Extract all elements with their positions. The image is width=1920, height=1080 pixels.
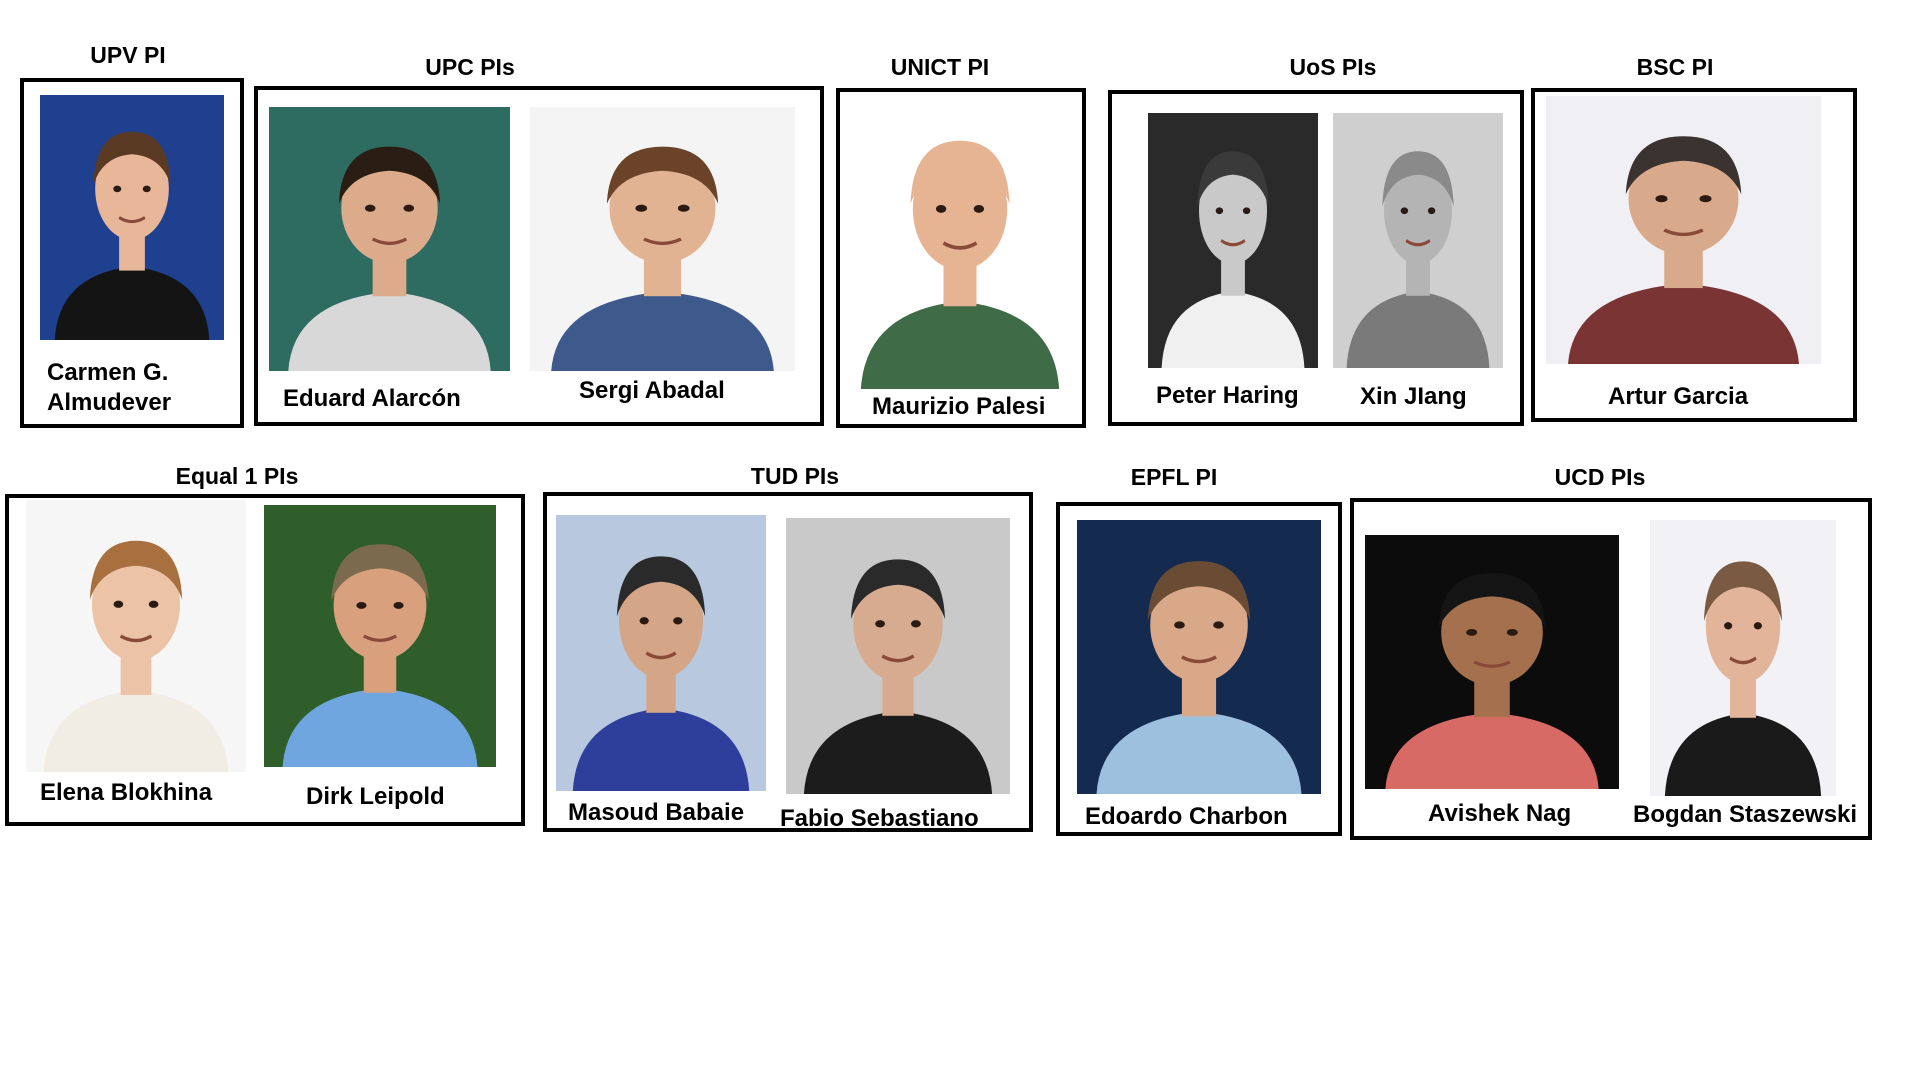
portrait-photo-icon bbox=[269, 107, 510, 371]
group-title-upc: UPC PIs bbox=[425, 54, 515, 80]
portrait-photo-icon bbox=[1077, 520, 1321, 794]
name-artur-garcia: Artur Garcia bbox=[1608, 383, 1749, 410]
photo-fabio-sebastiano bbox=[786, 518, 1010, 794]
photo-peter-haring bbox=[1148, 113, 1318, 368]
photo-avishek-nag bbox=[1365, 535, 1619, 789]
name-carmen-almudever: Carmen G. Almudever bbox=[47, 358, 171, 418]
portrait-photo-icon bbox=[1148, 113, 1318, 368]
name-xin-jiang: Xin JIang bbox=[1360, 383, 1467, 410]
portrait-photo-icon bbox=[1333, 113, 1503, 368]
portrait-photo-icon bbox=[26, 500, 246, 772]
name-masoud-babaie: Masoud Babaie bbox=[568, 799, 745, 826]
photo-bogdan-staszewski bbox=[1650, 520, 1836, 796]
group-title-equal1: Equal 1 PIs bbox=[175, 463, 299, 489]
photo-eduard-alarcon bbox=[269, 107, 510, 371]
portrait-photo-icon bbox=[786, 518, 1010, 794]
photo-sergi-abadal bbox=[530, 107, 795, 371]
portrait-photo-icon bbox=[530, 107, 795, 371]
name-maurizio-palesi: Maurizio Palesi bbox=[872, 393, 1046, 420]
name-sergi-abadal: Sergi Abadal bbox=[579, 377, 725, 404]
portrait-photo-icon bbox=[1650, 520, 1836, 796]
portrait-photo-icon bbox=[40, 95, 224, 340]
name-bogdan-staszewski: Bogdan Staszewski bbox=[1633, 801, 1858, 828]
group-title-tud: TUD PIs bbox=[750, 463, 840, 489]
photo-edoardo-charbon bbox=[1077, 520, 1321, 794]
photo-artur-garcia bbox=[1546, 96, 1821, 364]
group-title-bsc: BSC PI bbox=[1636, 54, 1714, 80]
name-eduard-alarcon: Eduard Alarcón bbox=[283, 385, 461, 412]
name-elena-blokhina: Elena Blokhina bbox=[40, 779, 213, 806]
photo-xin-jiang bbox=[1333, 113, 1503, 368]
name-fabio-sebastiano: Fabio Sebastiano bbox=[780, 805, 979, 832]
group-title-unict: UNICT PI bbox=[890, 54, 990, 80]
name-peter-haring: Peter Haring bbox=[1156, 382, 1299, 409]
group-title-upv: UPV PI bbox=[90, 42, 166, 68]
photo-maurizio-palesi bbox=[842, 97, 1078, 389]
portrait-photo-icon bbox=[1546, 96, 1821, 364]
group-title-ucd: UCD PIs bbox=[1554, 464, 1646, 490]
portrait-photo-icon bbox=[556, 515, 766, 791]
photo-elena-blokhina bbox=[26, 500, 246, 772]
group-title-uos: UoS PIs bbox=[1289, 54, 1377, 80]
photo-carmen-almudever bbox=[40, 95, 224, 340]
portrait-photo-icon bbox=[1365, 535, 1619, 789]
group-title-epfl: EPFL PI bbox=[1130, 464, 1218, 490]
photo-dirk-leipold bbox=[264, 505, 496, 767]
name-avishek-nag: Avishek Nag bbox=[1428, 800, 1572, 827]
name-line-2: Almudever bbox=[47, 389, 172, 416]
photo-masoud-babaie bbox=[556, 515, 766, 791]
name-line-1: Carmen G. bbox=[47, 359, 169, 386]
portrait-photo-icon bbox=[264, 505, 496, 767]
name-dirk-leipold: Dirk Leipold bbox=[306, 783, 445, 810]
name-edoardo-charbon: Edoardo Charbon bbox=[1085, 803, 1288, 830]
portrait-photo-icon bbox=[842, 97, 1078, 389]
